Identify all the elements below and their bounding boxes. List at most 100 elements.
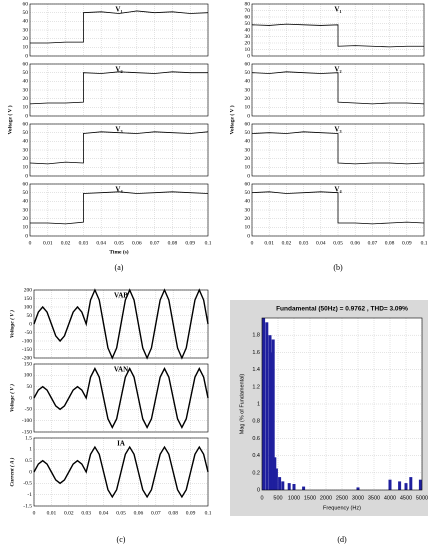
data-line <box>30 191 209 225</box>
x-tick-label: 3500 <box>368 495 380 501</box>
x-tick-label: 0 <box>260 495 263 501</box>
y-tick-label: 1.4 <box>252 367 260 373</box>
x-tick-label: 0.09 <box>402 240 412 246</box>
y-tick-label: 20 <box>23 36 29 42</box>
y-tick-label: -0.5 <box>23 481 32 487</box>
y-tick-label: 0 <box>29 321 32 327</box>
y-tick-label: 20 <box>245 156 251 162</box>
x-tick-label: 0.09 <box>185 240 195 246</box>
x-tick-label: 0 <box>251 240 254 246</box>
data-line <box>33 445 209 499</box>
chart-title: Fundamental (50Hz) = 0.9762 , THD= 3.09% <box>276 306 408 313</box>
bar <box>287 483 291 490</box>
x-tick-label: 1000 <box>288 495 300 501</box>
bar <box>409 477 413 490</box>
y-tick-label: 0 <box>29 395 32 401</box>
plot-frame <box>29 63 209 117</box>
plot-frame <box>29 123 209 177</box>
bar <box>278 477 282 490</box>
plot-frame <box>251 3 425 57</box>
x-tick-label: 0.1 <box>421 240 428 246</box>
y-tick-label: 100 <box>24 304 33 310</box>
panel-label: (d) <box>337 535 347 544</box>
y-tick-label: 30 <box>23 207 29 213</box>
subplot: 0 0.01 0.02 0.03 0.04 0.05 0.06 0.07 0.08 0.09 0.1… <box>23 181 212 246</box>
x-tick-label: 5000 <box>416 495 428 501</box>
y-tick-label: 60 <box>245 61 251 67</box>
bar <box>268 335 272 490</box>
x-axis-label: Frequency (Hz) <box>323 505 361 511</box>
y-tick-label: 20 <box>245 40 251 46</box>
y-tick-label: 30 <box>245 147 251 153</box>
y-tick-label: 0.4 <box>252 453 260 459</box>
y-axis-label: Voltage ( V ) <box>8 384 15 412</box>
bar <box>388 479 392 490</box>
bar <box>271 339 275 490</box>
subplot-label: V₁ <box>115 6 122 14</box>
subplot-label: IA <box>117 440 125 448</box>
y-tick-label: 10 <box>245 47 251 53</box>
y-tick-label: 40 <box>23 79 29 85</box>
y-tick-label: 150 <box>24 296 33 302</box>
subplot-label: V₂ <box>334 66 341 74</box>
y-axis-label: Voltage ( V ) <box>6 105 13 134</box>
y-tick-label: 30 <box>245 34 251 40</box>
y-tick-label: 200 <box>24 287 33 293</box>
x-tick-label: 0.1 <box>205 510 212 516</box>
y-tick-label: 60 <box>23 61 29 67</box>
y-tick-label: 40 <box>245 199 251 205</box>
x-tick-label: 0.05 <box>114 240 124 246</box>
y-tick-label: -150 <box>22 429 32 435</box>
y-tick-label: -100 <box>22 338 32 344</box>
x-tick-label: 0 <box>29 240 32 246</box>
subplot: -200 -150 -100 -50 0 50 100 150 200 VAB Voltage ( … <box>8 287 209 361</box>
y-tick-label: 10 <box>245 165 251 171</box>
y-tick-label: 50 <box>245 70 251 76</box>
subplot-label: V₂ <box>115 66 122 74</box>
x-tick-label: 0.08 <box>168 240 178 246</box>
x-tick-label: 0.02 <box>61 240 71 246</box>
y-tick-label: 0 <box>25 113 28 119</box>
y-tick-label: 60 <box>23 181 29 187</box>
y-tick-label: -150 <box>22 347 32 353</box>
y-tick-label: 0 <box>25 233 28 239</box>
subplot: 0 10 20 30 40 50 60 V₃ <box>23 121 209 179</box>
plot-frame <box>33 437 209 507</box>
y-tick-label: 60 <box>245 14 251 20</box>
x-tick-label: 0.05 <box>116 510 126 516</box>
data-line <box>251 71 425 105</box>
x-tick-label: 0.07 <box>151 510 161 516</box>
y-tick-label: -1 <box>27 492 32 498</box>
bar <box>281 481 285 490</box>
y-tick-label: 50 <box>23 10 29 16</box>
y-tick-label: 60 <box>23 1 29 7</box>
y-tick-label: 0.8 <box>252 419 260 425</box>
subplot: 0 10 20 30 40 50 60 V₂ <box>245 61 425 119</box>
subplot-label: V₃ <box>334 126 341 134</box>
y-tick-label: 10 <box>23 45 29 51</box>
y-tick-label: 1.2 <box>252 384 260 390</box>
subplot: 0 10 20 30 40 50 60 V₃ <box>245 121 425 179</box>
data-line <box>29 71 208 105</box>
y-tick-label: 10 <box>245 225 251 231</box>
y-tick-label: 60 <box>245 121 251 127</box>
y-tick-label: 20 <box>23 216 29 222</box>
bar <box>270 352 274 490</box>
panel-label: (b) <box>333 263 343 272</box>
y-tick-label: 0 <box>257 487 260 493</box>
x-tick-label: 0.09 <box>186 510 196 516</box>
x-tick-label: 0.04 <box>316 240 326 246</box>
y-tick-label: 50 <box>23 190 29 196</box>
y-tick-label: 0 <box>247 53 250 59</box>
x-tick-label: 0.07 <box>150 240 160 246</box>
bars <box>262 318 422 490</box>
x-tick-label: 0.08 <box>385 240 395 246</box>
y-tick-label: 40 <box>23 139 29 145</box>
plot-frame <box>251 123 425 177</box>
x-tick-label: 0.04 <box>99 510 109 516</box>
y-tick-label: 0 <box>29 469 32 475</box>
y-tick-label: 30 <box>23 27 29 33</box>
subplot-label: V₄ <box>334 186 342 194</box>
y-tick-label: 20 <box>23 96 29 102</box>
